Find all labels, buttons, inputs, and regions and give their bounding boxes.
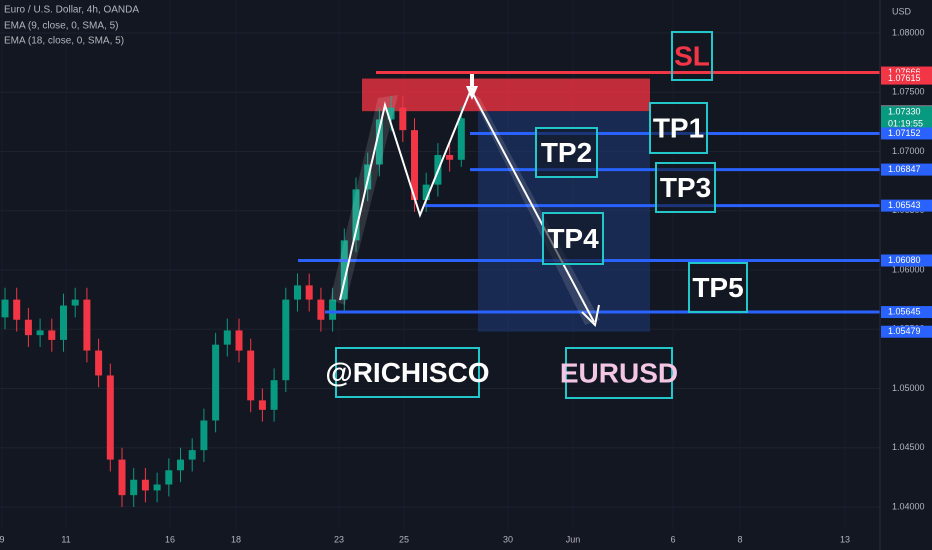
candle-body xyxy=(387,107,395,120)
x-tick-label: 25 xyxy=(399,534,409,544)
candle-body xyxy=(48,330,56,340)
price-tag xyxy=(881,306,932,319)
candle-body xyxy=(188,450,196,460)
candle-body xyxy=(141,479,149,491)
candle-body xyxy=(375,119,383,165)
candle-body xyxy=(305,285,313,300)
candle-body xyxy=(200,420,208,451)
price-tag xyxy=(881,254,932,267)
price-tag-label: 1.07330 xyxy=(888,107,921,117)
candle-body xyxy=(24,319,32,336)
zone xyxy=(362,78,650,112)
annotation-text: TP3 xyxy=(660,172,711,203)
candle-body xyxy=(294,285,301,300)
candle-body xyxy=(1,299,9,318)
candle-body xyxy=(212,344,220,421)
pattern-drawing xyxy=(330,74,600,328)
candle-body xyxy=(130,479,138,496)
annotation-text: EURUSD xyxy=(560,357,678,388)
candle-body xyxy=(247,350,255,401)
candle-body xyxy=(422,184,430,201)
x-tick-label: 9 xyxy=(0,534,5,544)
annotation-box xyxy=(535,127,598,178)
price-tag xyxy=(881,325,932,338)
candle-body xyxy=(457,118,465,160)
candle-body xyxy=(95,350,103,376)
price-tag-label: 1.07615 xyxy=(888,73,921,83)
candle-body xyxy=(352,189,360,241)
candle-body xyxy=(223,330,231,345)
candle-body xyxy=(446,155,454,160)
symbol-title: Euro / U.S. Dollar, 4h, OANDA xyxy=(4,4,139,15)
y-tick-label: 1.04500 xyxy=(892,442,925,452)
candle-body xyxy=(106,375,114,460)
annotation-box xyxy=(649,102,708,154)
annotation-text: TP4 xyxy=(547,223,599,254)
x-tick-label: 18 xyxy=(231,534,241,544)
price-tag xyxy=(881,72,932,85)
price-tag-label: 1.06080 xyxy=(888,255,921,265)
price-tag-label: 1.07666 xyxy=(888,67,921,77)
price-tag xyxy=(881,127,932,140)
x-tick-label: Jun xyxy=(566,534,581,544)
annotation-box xyxy=(671,31,713,81)
candle-body xyxy=(177,459,184,471)
candle-body xyxy=(83,299,91,351)
annotation-box xyxy=(565,347,673,399)
annotation-text: SL xyxy=(674,40,710,71)
y-tick-label: 1.04000 xyxy=(892,501,925,511)
candle-body xyxy=(36,330,44,336)
candle-body xyxy=(118,459,126,496)
candle-body xyxy=(235,330,243,351)
candle-body xyxy=(270,380,278,410)
price-tag-label: 1.05645 xyxy=(888,306,921,316)
price-tag-label: 1.06847 xyxy=(888,164,921,174)
price-tag xyxy=(881,199,932,212)
candle-body xyxy=(153,484,161,491)
indicator-label: EMA (18, close, 0, SMA, 5) xyxy=(4,35,124,46)
annotation-box xyxy=(542,212,604,265)
x-tick-label: 8 xyxy=(737,534,742,544)
x-tick-label: 16 xyxy=(165,534,175,544)
x-tick-label: 6 xyxy=(670,534,675,544)
candle-body xyxy=(60,305,67,340)
price-tag-label: 1.07152 xyxy=(888,128,921,138)
annotation-box xyxy=(688,262,748,313)
price-tag xyxy=(881,106,932,131)
candle-body xyxy=(317,299,325,320)
y-tick-label: 1.06000 xyxy=(892,264,925,274)
y-tick-label: 1.07500 xyxy=(892,87,925,97)
candle-body xyxy=(329,299,337,320)
y-tick-label: 1.07000 xyxy=(892,146,925,156)
y-tick-label: 1.05000 xyxy=(892,383,925,393)
annotation-text: TP5 xyxy=(692,272,743,303)
price-tag-label: 1.05479 xyxy=(888,326,921,336)
indicator-label: EMA (9, close, 0, SMA, 5) xyxy=(4,20,118,31)
x-tick-label: 23 xyxy=(334,534,344,544)
candle-body xyxy=(411,130,418,201)
annotation-text: TP2 xyxy=(541,137,592,168)
candle-body xyxy=(71,299,79,306)
x-tick-label: 11 xyxy=(61,534,70,544)
y-tick-label: 1.08000 xyxy=(892,27,925,37)
currency-label: USD xyxy=(892,6,912,16)
price-tag-label: 1.06543 xyxy=(888,200,921,210)
candle-body xyxy=(165,470,173,485)
annotation-text: @RICHISCO xyxy=(325,357,489,388)
annotation-box xyxy=(335,347,480,398)
candle-body xyxy=(340,240,348,300)
candle-body xyxy=(282,299,290,381)
annotation-text: TP1 xyxy=(653,112,704,143)
annotation-box xyxy=(655,162,716,213)
candle-body xyxy=(399,107,407,131)
x-tick-label: 30 xyxy=(503,534,513,544)
candle-body xyxy=(13,299,21,320)
price-tag xyxy=(881,163,932,176)
x-tick-label: 13 xyxy=(840,534,850,544)
price-tag-countdown: 01:19:55 xyxy=(888,119,923,129)
candle-body xyxy=(258,400,266,410)
